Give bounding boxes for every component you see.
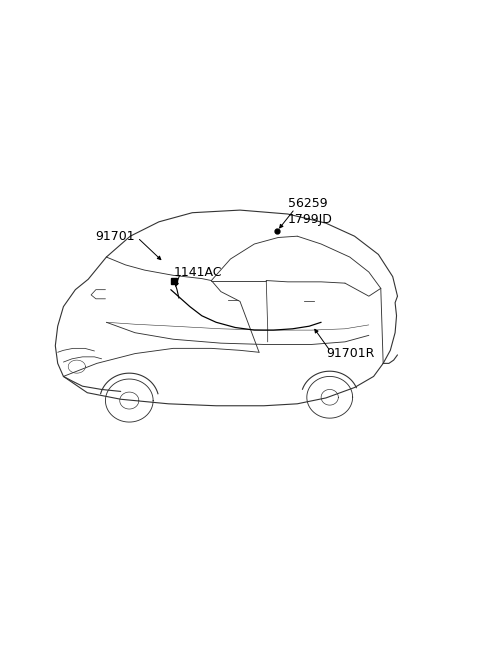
- Text: 1141AC: 1141AC: [173, 265, 222, 278]
- Text: 91701: 91701: [96, 230, 135, 243]
- Text: 56259: 56259: [288, 197, 327, 210]
- Text: 91701R: 91701R: [326, 347, 374, 360]
- Text: 1799JD: 1799JD: [288, 214, 333, 227]
